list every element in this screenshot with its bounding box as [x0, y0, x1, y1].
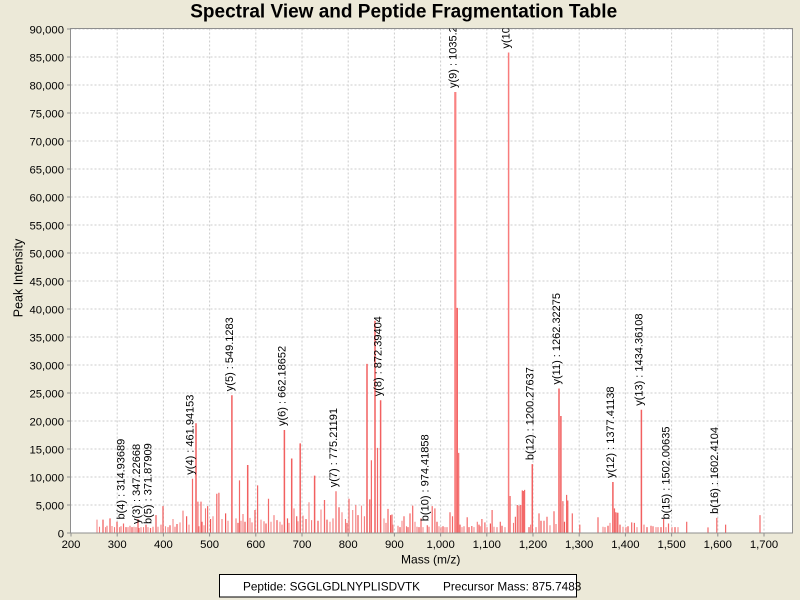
svg-text:55,000: 55,000: [29, 221, 64, 233]
svg-text:b(10) : 974.41858: b(10) : 974.41858: [419, 434, 431, 521]
svg-text:40,000: 40,000: [29, 305, 64, 317]
svg-text:80,000: 80,000: [29, 81, 64, 93]
svg-text:y(3) : 347.22668: y(3) : 347.22668: [131, 444, 143, 524]
svg-text:65,000: 65,000: [29, 165, 64, 177]
svg-text:30,000: 30,000: [29, 361, 64, 373]
svg-text:700: 700: [293, 539, 312, 551]
svg-text:y(7) : 775.21191: y(7) : 775.21191: [328, 408, 340, 487]
svg-text:Spectral View and Peptide Frag: Spectral View and Peptide Fragmentation …: [190, 2, 617, 23]
svg-text:35,000: 35,000: [29, 333, 64, 345]
svg-text:70,000: 70,000: [29, 137, 64, 149]
svg-text:20,000: 20,000: [29, 417, 64, 429]
svg-text:60,000: 60,000: [29, 193, 64, 205]
svg-text:y(8) : 872.39404: y(8) : 872.39404: [373, 316, 385, 396]
svg-text:200: 200: [62, 539, 81, 551]
svg-text:1,400: 1,400: [611, 539, 639, 551]
svg-text:b(16) : 1602.4104: b(16) : 1602.4104: [709, 427, 721, 514]
svg-text:b(5) : 371.87909: b(5) : 371.87909: [143, 443, 155, 524]
svg-text:1,300: 1,300: [565, 539, 593, 551]
svg-text:90,000: 90,000: [29, 25, 64, 37]
svg-text:y(6) : 662.18652: y(6) : 662.18652: [276, 346, 288, 426]
svg-text:y(13) : 1434.36108: y(13) : 1434.36108: [633, 313, 645, 405]
svg-text:0: 0: [58, 529, 64, 541]
svg-text:1,600: 1,600: [704, 539, 732, 551]
svg-text:15,000: 15,000: [29, 445, 64, 457]
svg-text:600: 600: [246, 539, 265, 551]
svg-text:1,200: 1,200: [519, 539, 547, 551]
svg-text:1,100: 1,100: [473, 539, 501, 551]
svg-text:10,000: 10,000: [29, 473, 64, 485]
svg-text:5,000: 5,000: [36, 501, 64, 513]
svg-text:400: 400: [154, 539, 173, 551]
svg-text:y(10) : 1148.5892: y(10) : 1148.5892: [501, 0, 513, 49]
svg-text:y(12) : 1377.41138: y(12) : 1377.41138: [605, 386, 617, 478]
svg-text:b(15) : 1502.00635: b(15) : 1502.00635: [661, 427, 673, 520]
svg-text:y(11) : 1262.32275: y(11) : 1262.32275: [551, 293, 563, 385]
svg-text:b(12) : 1200.27637: b(12) : 1200.27637: [524, 367, 536, 460]
svg-text:25,000: 25,000: [29, 389, 64, 401]
svg-text:y(5) : 549.1283: y(5) : 549.1283: [224, 317, 236, 391]
svg-text:300: 300: [108, 539, 127, 551]
svg-text:900: 900: [385, 539, 404, 551]
svg-text:85,000: 85,000: [29, 53, 64, 65]
svg-text:y(9) : 1035.2166: y(9) : 1035.2166: [447, 8, 459, 88]
svg-text:1,500: 1,500: [657, 539, 685, 551]
svg-text:y(4) : 461.94153: y(4) : 461.94153: [185, 395, 197, 475]
svg-text:Mass (m/z): Mass (m/z): [401, 553, 460, 567]
svg-text:45,000: 45,000: [29, 277, 64, 289]
svg-text:50,000: 50,000: [29, 249, 64, 261]
svg-text:Peptide: SGGLGDLNYPLISDVTK: Peptide: SGGLGDLNYPLISDVTK Precursor Mas…: [243, 580, 582, 594]
svg-text:500: 500: [200, 539, 219, 551]
svg-text:1,700: 1,700: [750, 539, 778, 551]
svg-text:1,000: 1,000: [426, 539, 454, 551]
svg-text:b(4) : 314.93689: b(4) : 314.93689: [116, 439, 128, 520]
svg-text:800: 800: [339, 539, 358, 551]
svg-text:Peak Intensity: Peak Intensity: [12, 238, 26, 317]
svg-text:75,000: 75,000: [29, 109, 64, 121]
